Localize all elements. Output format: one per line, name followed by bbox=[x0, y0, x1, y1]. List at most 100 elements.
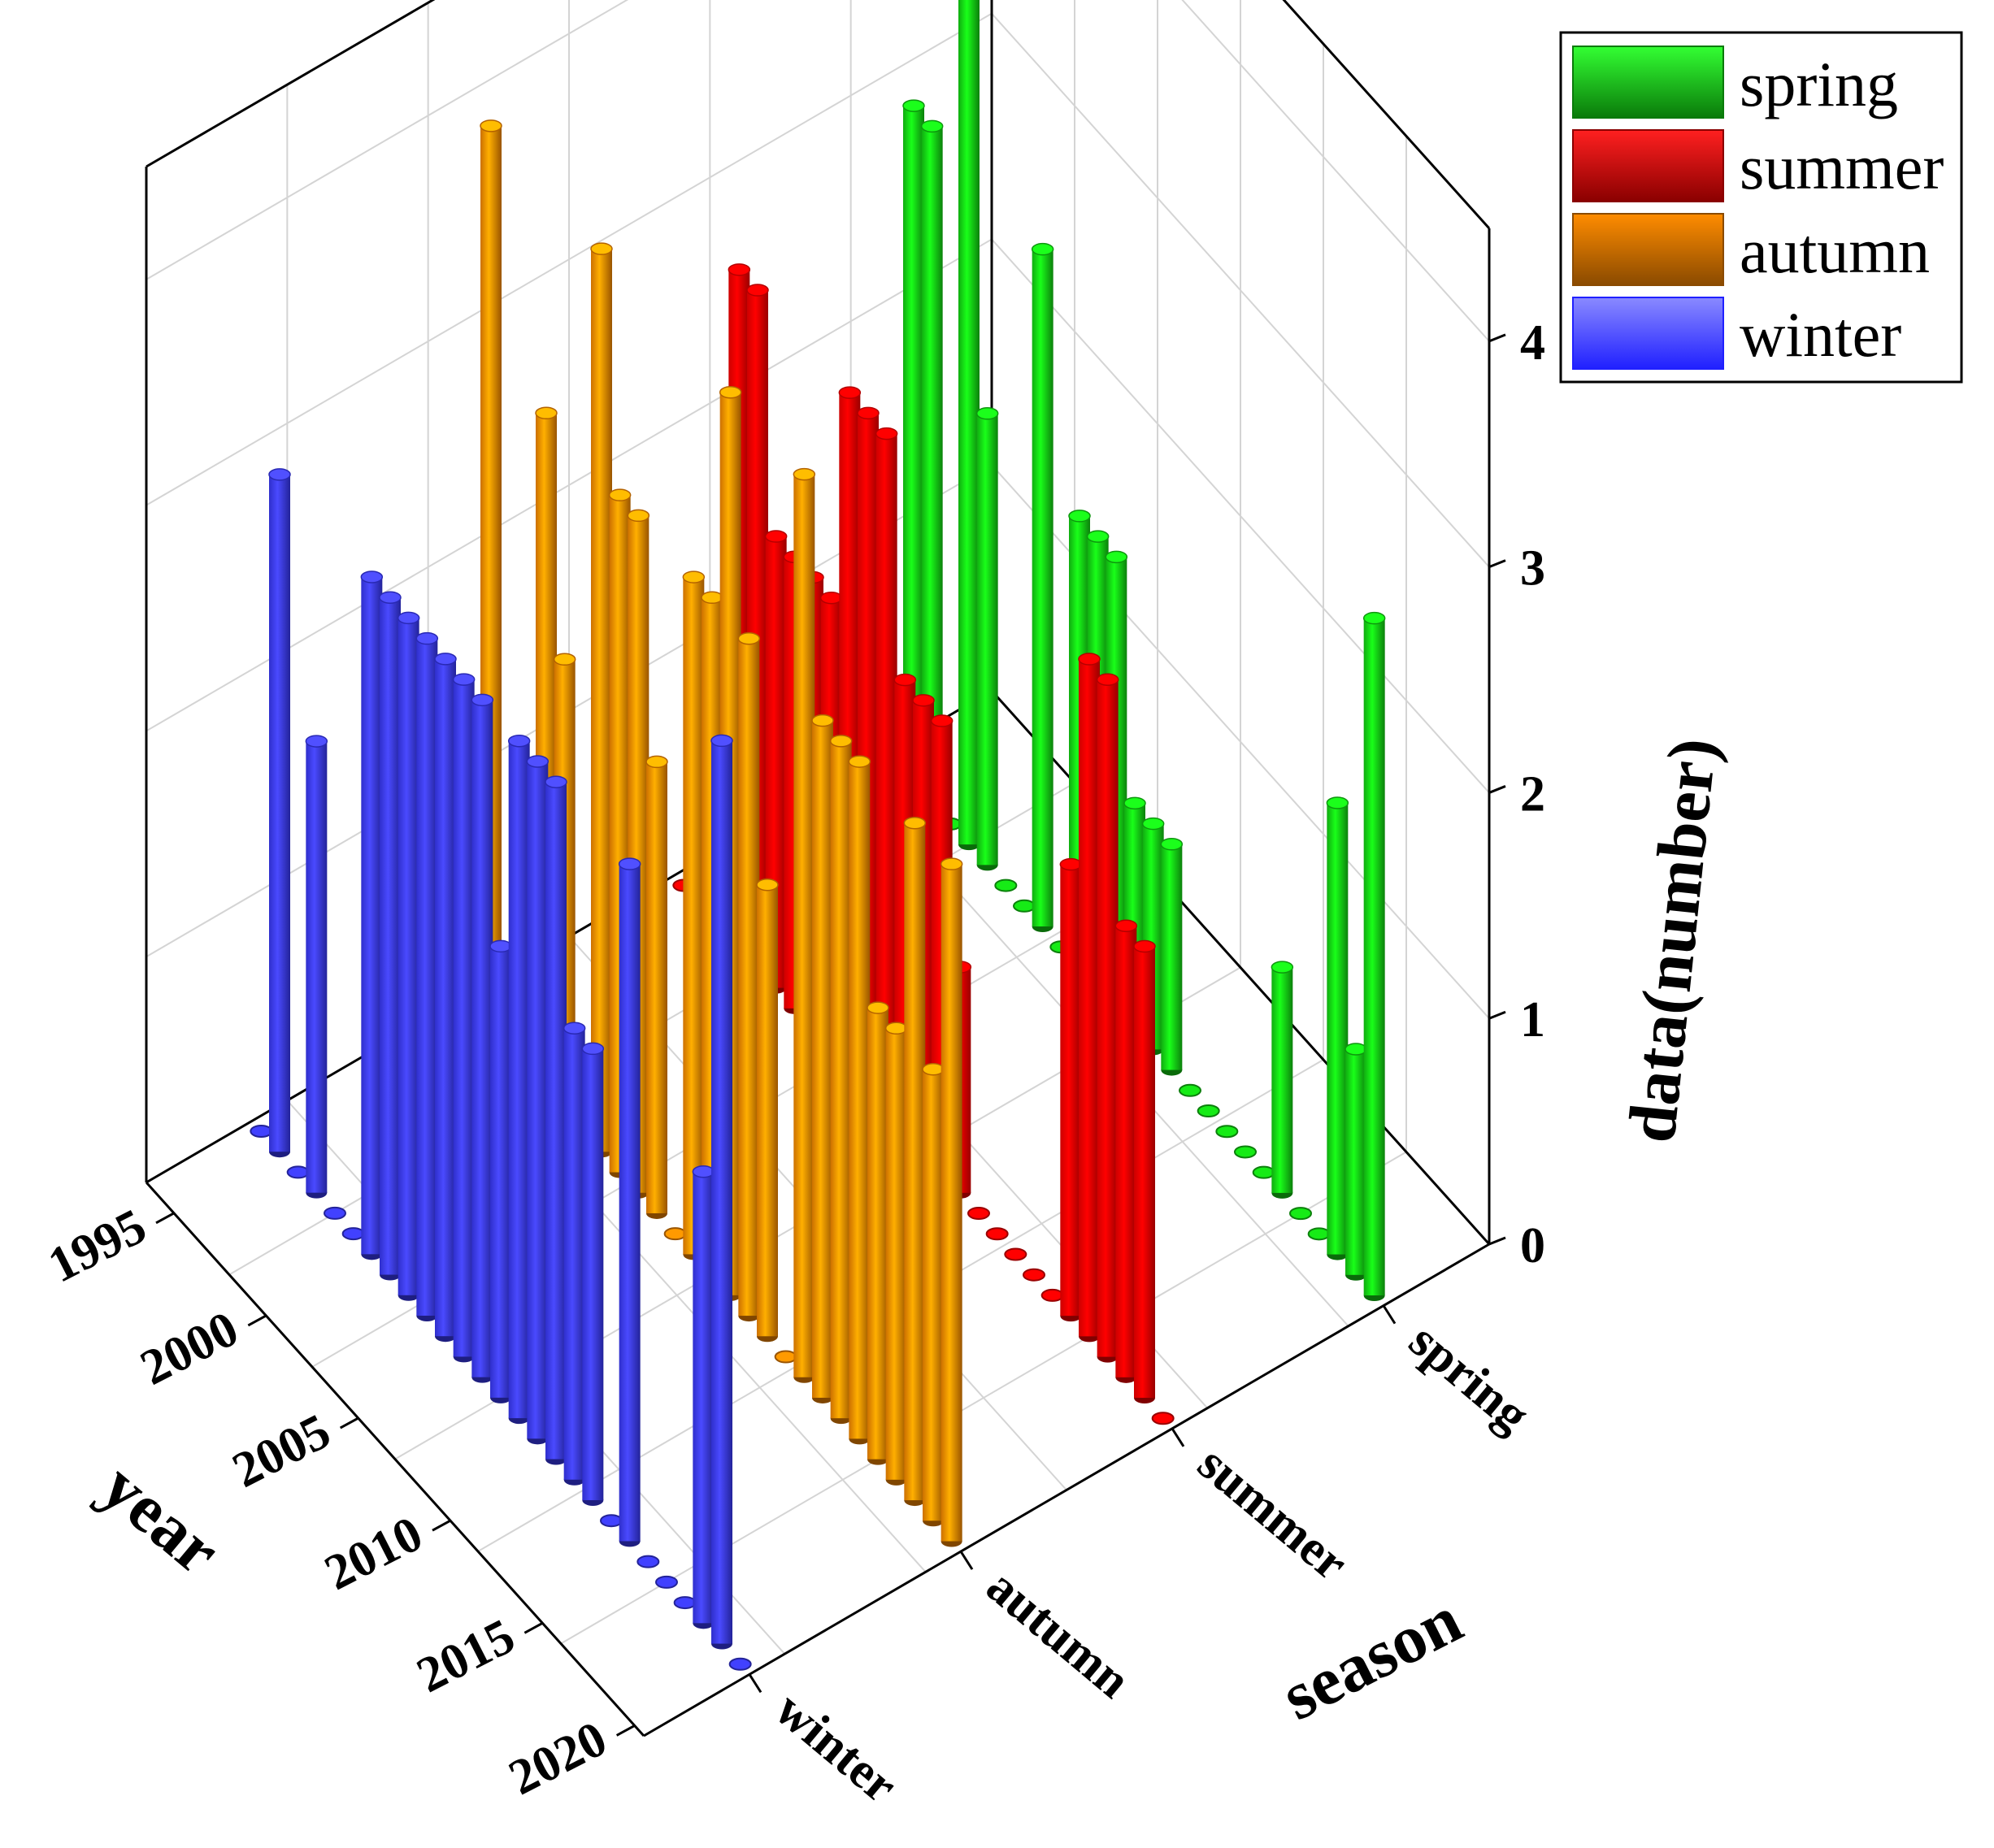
x-tick-label: 2000 bbox=[132, 1301, 246, 1396]
y-tick-mark bbox=[1171, 1428, 1185, 1447]
bar-summer-2017 bbox=[1096, 673, 1119, 1363]
bar-winter-1995 bbox=[268, 468, 291, 1158]
bar-winter-2019 bbox=[710, 734, 733, 1650]
bar-autumn-2015 bbox=[848, 755, 871, 1445]
legend-item-autumn: autumn bbox=[1572, 213, 1930, 286]
bar-spring-2009 bbox=[1160, 838, 1184, 1076]
bar-winter-2005 bbox=[452, 673, 476, 1363]
bar-winter-2014 bbox=[618, 857, 641, 1547]
x-tick-label: 2010 bbox=[316, 1506, 431, 1601]
bar-spring-2013 bbox=[1234, 1145, 1257, 1159]
z-tick-mark bbox=[1488, 1010, 1506, 1020]
bar-winter-2020 bbox=[728, 1657, 752, 1671]
bar-autumn-2001 bbox=[590, 242, 613, 1158]
bar-winter-2007 bbox=[489, 939, 512, 1403]
bar-winter-2004 bbox=[434, 653, 457, 1343]
legend-label-winter: winter bbox=[1740, 299, 1901, 370]
legend-swatch-autumn bbox=[1572, 213, 1724, 286]
y-tick-label: autumn bbox=[976, 1559, 1140, 1709]
y-tick-label: winter bbox=[765, 1681, 908, 1814]
bar-autumn-2011 bbox=[774, 1350, 797, 1364]
bar-autumn-2016 bbox=[867, 1001, 889, 1465]
bar-spring-2018 bbox=[1326, 796, 1349, 1260]
bar-summer-2012 bbox=[1004, 1247, 1027, 1261]
bar-winter-2018 bbox=[692, 1165, 715, 1629]
bar-winter-2013 bbox=[600, 1514, 623, 1528]
bar-spring-2001 bbox=[1013, 899, 1036, 913]
grid-line bbox=[146, 12, 993, 506]
legend-swatch-winter bbox=[1572, 297, 1724, 370]
bar-autumn-2005 bbox=[663, 1227, 687, 1241]
bar-winter-2000 bbox=[360, 570, 384, 1260]
legend-swatch-spring bbox=[1572, 46, 1724, 119]
legend-item-spring: spring bbox=[1572, 46, 1898, 119]
bar-autumn-2018 bbox=[903, 816, 927, 1507]
legend-item-summer: summer bbox=[1572, 129, 1944, 202]
x-tick-mark bbox=[155, 1212, 175, 1225]
z-tick-mark bbox=[1488, 559, 1506, 569]
bar-winter-2008 bbox=[507, 735, 531, 1425]
bar-spring-2016 bbox=[1289, 1207, 1312, 1221]
y-tick-mark bbox=[748, 1673, 762, 1694]
bar-winter-2015 bbox=[636, 1555, 660, 1568]
grid-line bbox=[146, 0, 629, 280]
legend: spring summer autumn winter bbox=[1559, 31, 1963, 384]
bar-autumn-2014 bbox=[829, 735, 853, 1425]
bar-winter-1996 bbox=[286, 1165, 310, 1179]
x-tick-label: 2005 bbox=[224, 1403, 339, 1499]
y-tick-mark bbox=[959, 1551, 974, 1570]
bar-autumn-2009 bbox=[737, 631, 761, 1322]
y-tick-label: spring bbox=[1399, 1312, 1540, 1443]
bar-spring-2020 bbox=[1362, 611, 1386, 1302]
bar-summer-2014 bbox=[1040, 1288, 1064, 1302]
z-tick-label: 3 bbox=[1520, 541, 1545, 596]
bar-summer-2011 bbox=[985, 1227, 1009, 1241]
z-tick-label: 2 bbox=[1520, 766, 1545, 822]
bar-spring-2012 bbox=[1215, 1125, 1239, 1139]
bar-winter-1999 bbox=[341, 1227, 365, 1241]
x-tick-label: 2015 bbox=[408, 1608, 523, 1703]
bar-spring-2015 bbox=[1271, 961, 1294, 1199]
x-axis-title: year bbox=[87, 1448, 234, 1589]
y-axis-title: season bbox=[1270, 1581, 1473, 1735]
bar-autumn-2012 bbox=[793, 467, 816, 1383]
y-tick-mark bbox=[1382, 1304, 1397, 1325]
bar-autumn-2019 bbox=[922, 1062, 945, 1527]
bar-winter-2003 bbox=[415, 631, 439, 1321]
bar-summer-2020 bbox=[1151, 1412, 1175, 1425]
bar-winter-2009 bbox=[526, 755, 550, 1445]
z-tick-mark bbox=[1488, 785, 1506, 794]
x-tick-label: 1995 bbox=[40, 1199, 154, 1294]
legend-swatch-summer bbox=[1572, 129, 1724, 202]
bar-autumn-2010 bbox=[756, 878, 779, 1343]
x-tick-label: 2020 bbox=[501, 1711, 615, 1806]
z-tick-mark bbox=[1488, 1236, 1506, 1246]
bar-winter-2016 bbox=[655, 1575, 678, 1589]
z-axis-title: data(number) bbox=[1614, 735, 1731, 1146]
bar-spring-1999 bbox=[975, 407, 999, 871]
z-tick-label: 4 bbox=[1520, 315, 1545, 371]
x-tick-mark bbox=[615, 1724, 636, 1737]
bar-spring-1998 bbox=[958, 0, 980, 851]
bar-summer-2013 bbox=[1023, 1268, 1045, 1282]
x-tick-mark bbox=[339, 1416, 359, 1429]
bar-winter-2017 bbox=[673, 1596, 697, 1610]
bar-summer-2018 bbox=[1114, 919, 1138, 1383]
bar-spring-1996 bbox=[920, 119, 944, 809]
legend-item-winter: winter bbox=[1572, 297, 1901, 370]
bar-spring-2014 bbox=[1252, 1165, 1275, 1179]
z-tick-label: 1 bbox=[1520, 992, 1545, 1048]
y-tick-label: summer bbox=[1188, 1436, 1358, 1592]
bar-spring-2019 bbox=[1345, 1043, 1367, 1281]
grid-line bbox=[991, 238, 1490, 794]
bar-winter-1997 bbox=[305, 735, 328, 1199]
legend-label-spring: spring bbox=[1740, 49, 1898, 119]
bar-winter-2010 bbox=[545, 775, 567, 1465]
x-tick-mark bbox=[523, 1621, 544, 1634]
axis-frame-line bbox=[643, 1243, 1490, 1737]
axis-frame-line bbox=[1282, 0, 1491, 230]
bar-autumn-2020 bbox=[940, 857, 963, 1547]
bar-summer-2019 bbox=[1133, 939, 1156, 1404]
bar-winter-2001 bbox=[379, 591, 402, 1281]
